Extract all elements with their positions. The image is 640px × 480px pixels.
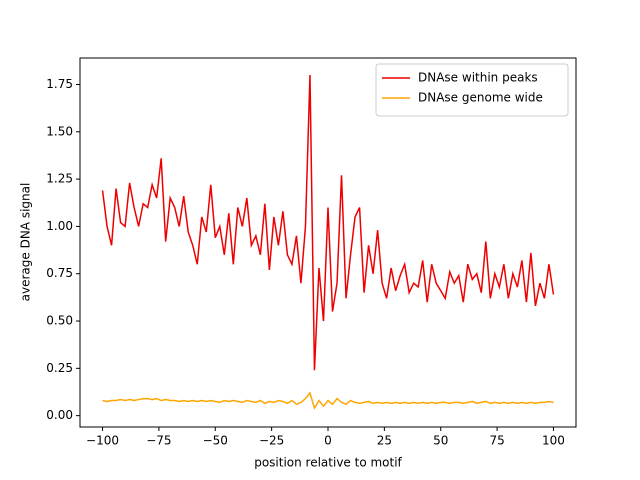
x-tick-label: 0 xyxy=(324,434,332,448)
y-tick-label: 1.50 xyxy=(46,124,73,138)
x-tick-label: 100 xyxy=(542,434,565,448)
y-tick-label: 0.00 xyxy=(46,408,73,422)
plot-frame xyxy=(79,57,577,428)
y-tick-label: 1.75 xyxy=(46,77,73,91)
y-tick-label: 0.75 xyxy=(46,266,73,280)
legend-box xyxy=(375,63,569,117)
y-tick-label: 1.00 xyxy=(46,219,73,233)
x-tick-label: −25 xyxy=(259,434,284,448)
x-tick-label: −100 xyxy=(86,434,119,448)
x-tick-label: 50 xyxy=(433,434,448,448)
y-tick-label: 0.50 xyxy=(46,314,73,328)
y-axis-label: average DNA signal xyxy=(19,183,33,302)
x-tick-label: 75 xyxy=(489,434,504,448)
x-tick-label: −75 xyxy=(146,434,171,448)
x-tick-label: −50 xyxy=(203,434,228,448)
legend-label: DNAse within peaks xyxy=(418,71,538,85)
line-series xyxy=(102,391,554,410)
x-axis-label: position relative to motif xyxy=(254,456,402,470)
line-series xyxy=(101,75,555,371)
legend-label: DNAse genome wide xyxy=(418,91,543,105)
y-tick-label: 1.25 xyxy=(46,172,73,186)
y-tick-label: 0.25 xyxy=(46,361,73,375)
x-tick-label: 25 xyxy=(377,434,392,448)
